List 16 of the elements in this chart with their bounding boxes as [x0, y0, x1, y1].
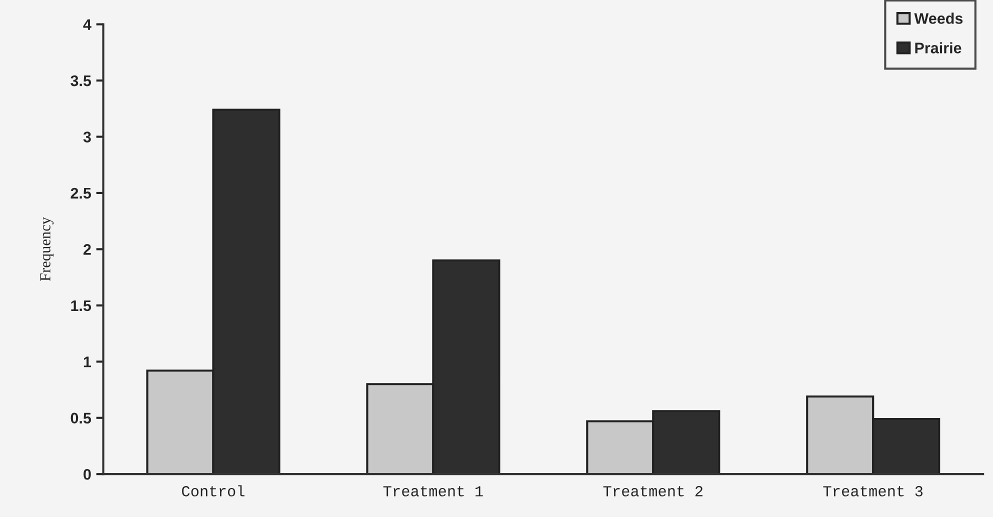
x-tick-label: Treatment 3	[823, 486, 923, 496]
legend-label: Prairie	[915, 42, 962, 54]
y-tick-label: 2.5	[70, 188, 92, 199]
legend-label: Weeds	[914, 12, 963, 24]
y-tick-label: 1.5	[71, 300, 92, 312]
y-tick-label: 0	[84, 468, 91, 480]
x-tick-label: Treatment 1	[383, 486, 483, 496]
y-tick-label: 3	[83, 132, 91, 142]
x-tick-label: Treatment 2	[603, 486, 702, 496]
y-tick-label: 4	[83, 19, 92, 30]
y-tick-label: 2	[84, 244, 91, 255]
y-tick-label: 3.5	[70, 75, 92, 86]
y-axis-title: Frequency	[40, 217, 54, 281]
x-tick-label: Control	[182, 485, 244, 496]
y-tick-label: 0.5	[70, 412, 92, 424]
y-tick-label: 1	[84, 356, 92, 368]
